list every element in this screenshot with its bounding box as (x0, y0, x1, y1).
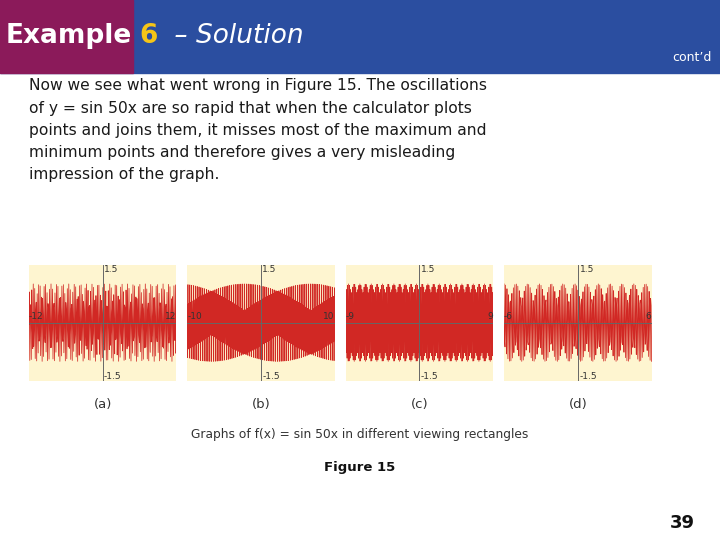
Text: -1.5: -1.5 (420, 372, 438, 381)
Text: -1.5: -1.5 (262, 372, 280, 381)
Text: – Solution: – Solution (166, 23, 303, 50)
Text: 10: 10 (323, 312, 335, 321)
Text: Now we see what went wrong in Figure 15. The oscillations
of y = sin 50x are so : Now we see what went wrong in Figure 15.… (29, 78, 487, 182)
Text: -9: -9 (346, 312, 355, 321)
Text: (d): (d) (568, 398, 588, 411)
Text: 1.5: 1.5 (580, 265, 594, 274)
Text: Graphs of f(x) = sin 50x in different viewing rectangles: Graphs of f(x) = sin 50x in different vi… (192, 428, 528, 441)
Text: 1.5: 1.5 (420, 265, 435, 274)
Text: Example: Example (6, 23, 132, 50)
Text: (a): (a) (94, 398, 112, 411)
Text: 1.5: 1.5 (262, 265, 276, 274)
Text: 12: 12 (165, 312, 176, 321)
Text: -6: -6 (504, 312, 513, 321)
Text: (c): (c) (410, 398, 428, 411)
Text: -1.5: -1.5 (580, 372, 598, 381)
Text: 6: 6 (646, 312, 652, 321)
Text: 9: 9 (487, 312, 493, 321)
Text: -10: -10 (187, 312, 202, 321)
Text: 39: 39 (670, 514, 695, 532)
Text: cont’d: cont’d (672, 51, 711, 64)
Text: Figure 15: Figure 15 (325, 461, 395, 474)
Text: (b): (b) (251, 398, 271, 411)
Text: 1.5: 1.5 (104, 265, 118, 274)
Text: -12: -12 (29, 312, 43, 321)
Text: -1.5: -1.5 (104, 372, 121, 381)
Text: 6: 6 (139, 23, 158, 50)
Bar (0, 0, 133, 73)
